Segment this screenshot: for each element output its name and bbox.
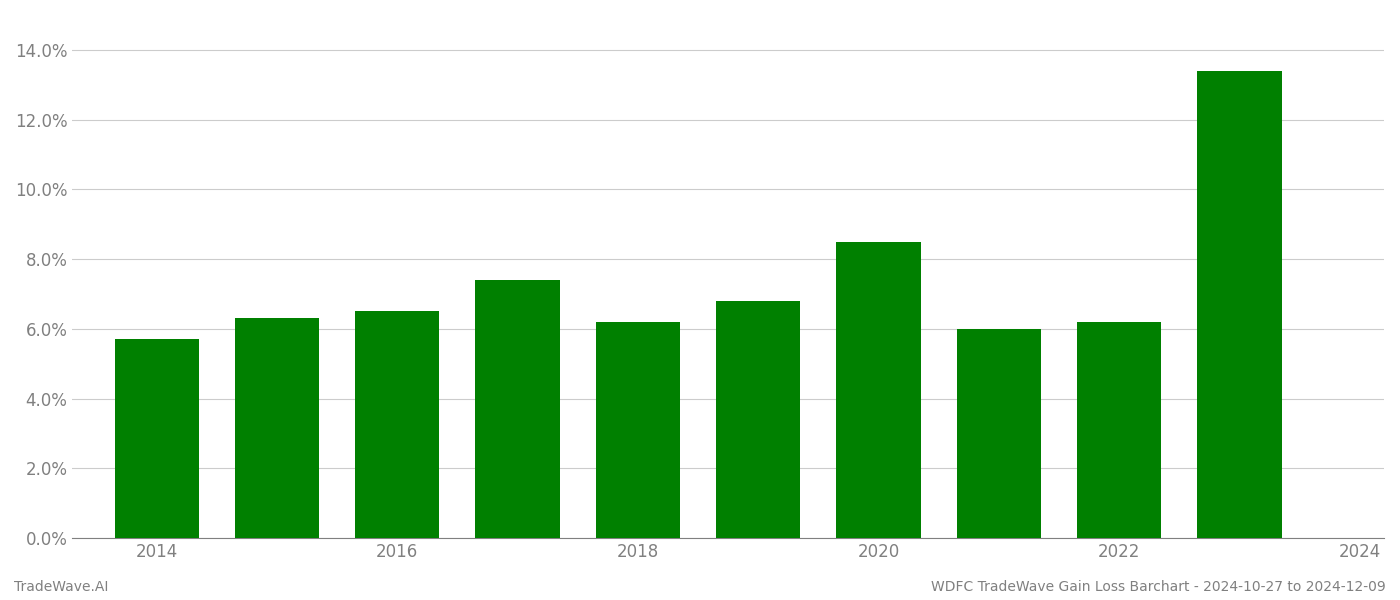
Bar: [956, 329, 1042, 538]
Text: TradeWave.AI: TradeWave.AI: [14, 580, 108, 594]
Bar: [836, 242, 921, 538]
Bar: [356, 311, 440, 538]
Bar: [1077, 322, 1161, 538]
Bar: [717, 301, 801, 538]
Text: WDFC TradeWave Gain Loss Barchart - 2024-10-27 to 2024-12-09: WDFC TradeWave Gain Loss Barchart - 2024…: [931, 580, 1386, 594]
Bar: [476, 280, 560, 538]
Bar: [115, 340, 199, 538]
Bar: [596, 322, 680, 538]
Bar: [235, 319, 319, 538]
Bar: [1197, 71, 1281, 538]
